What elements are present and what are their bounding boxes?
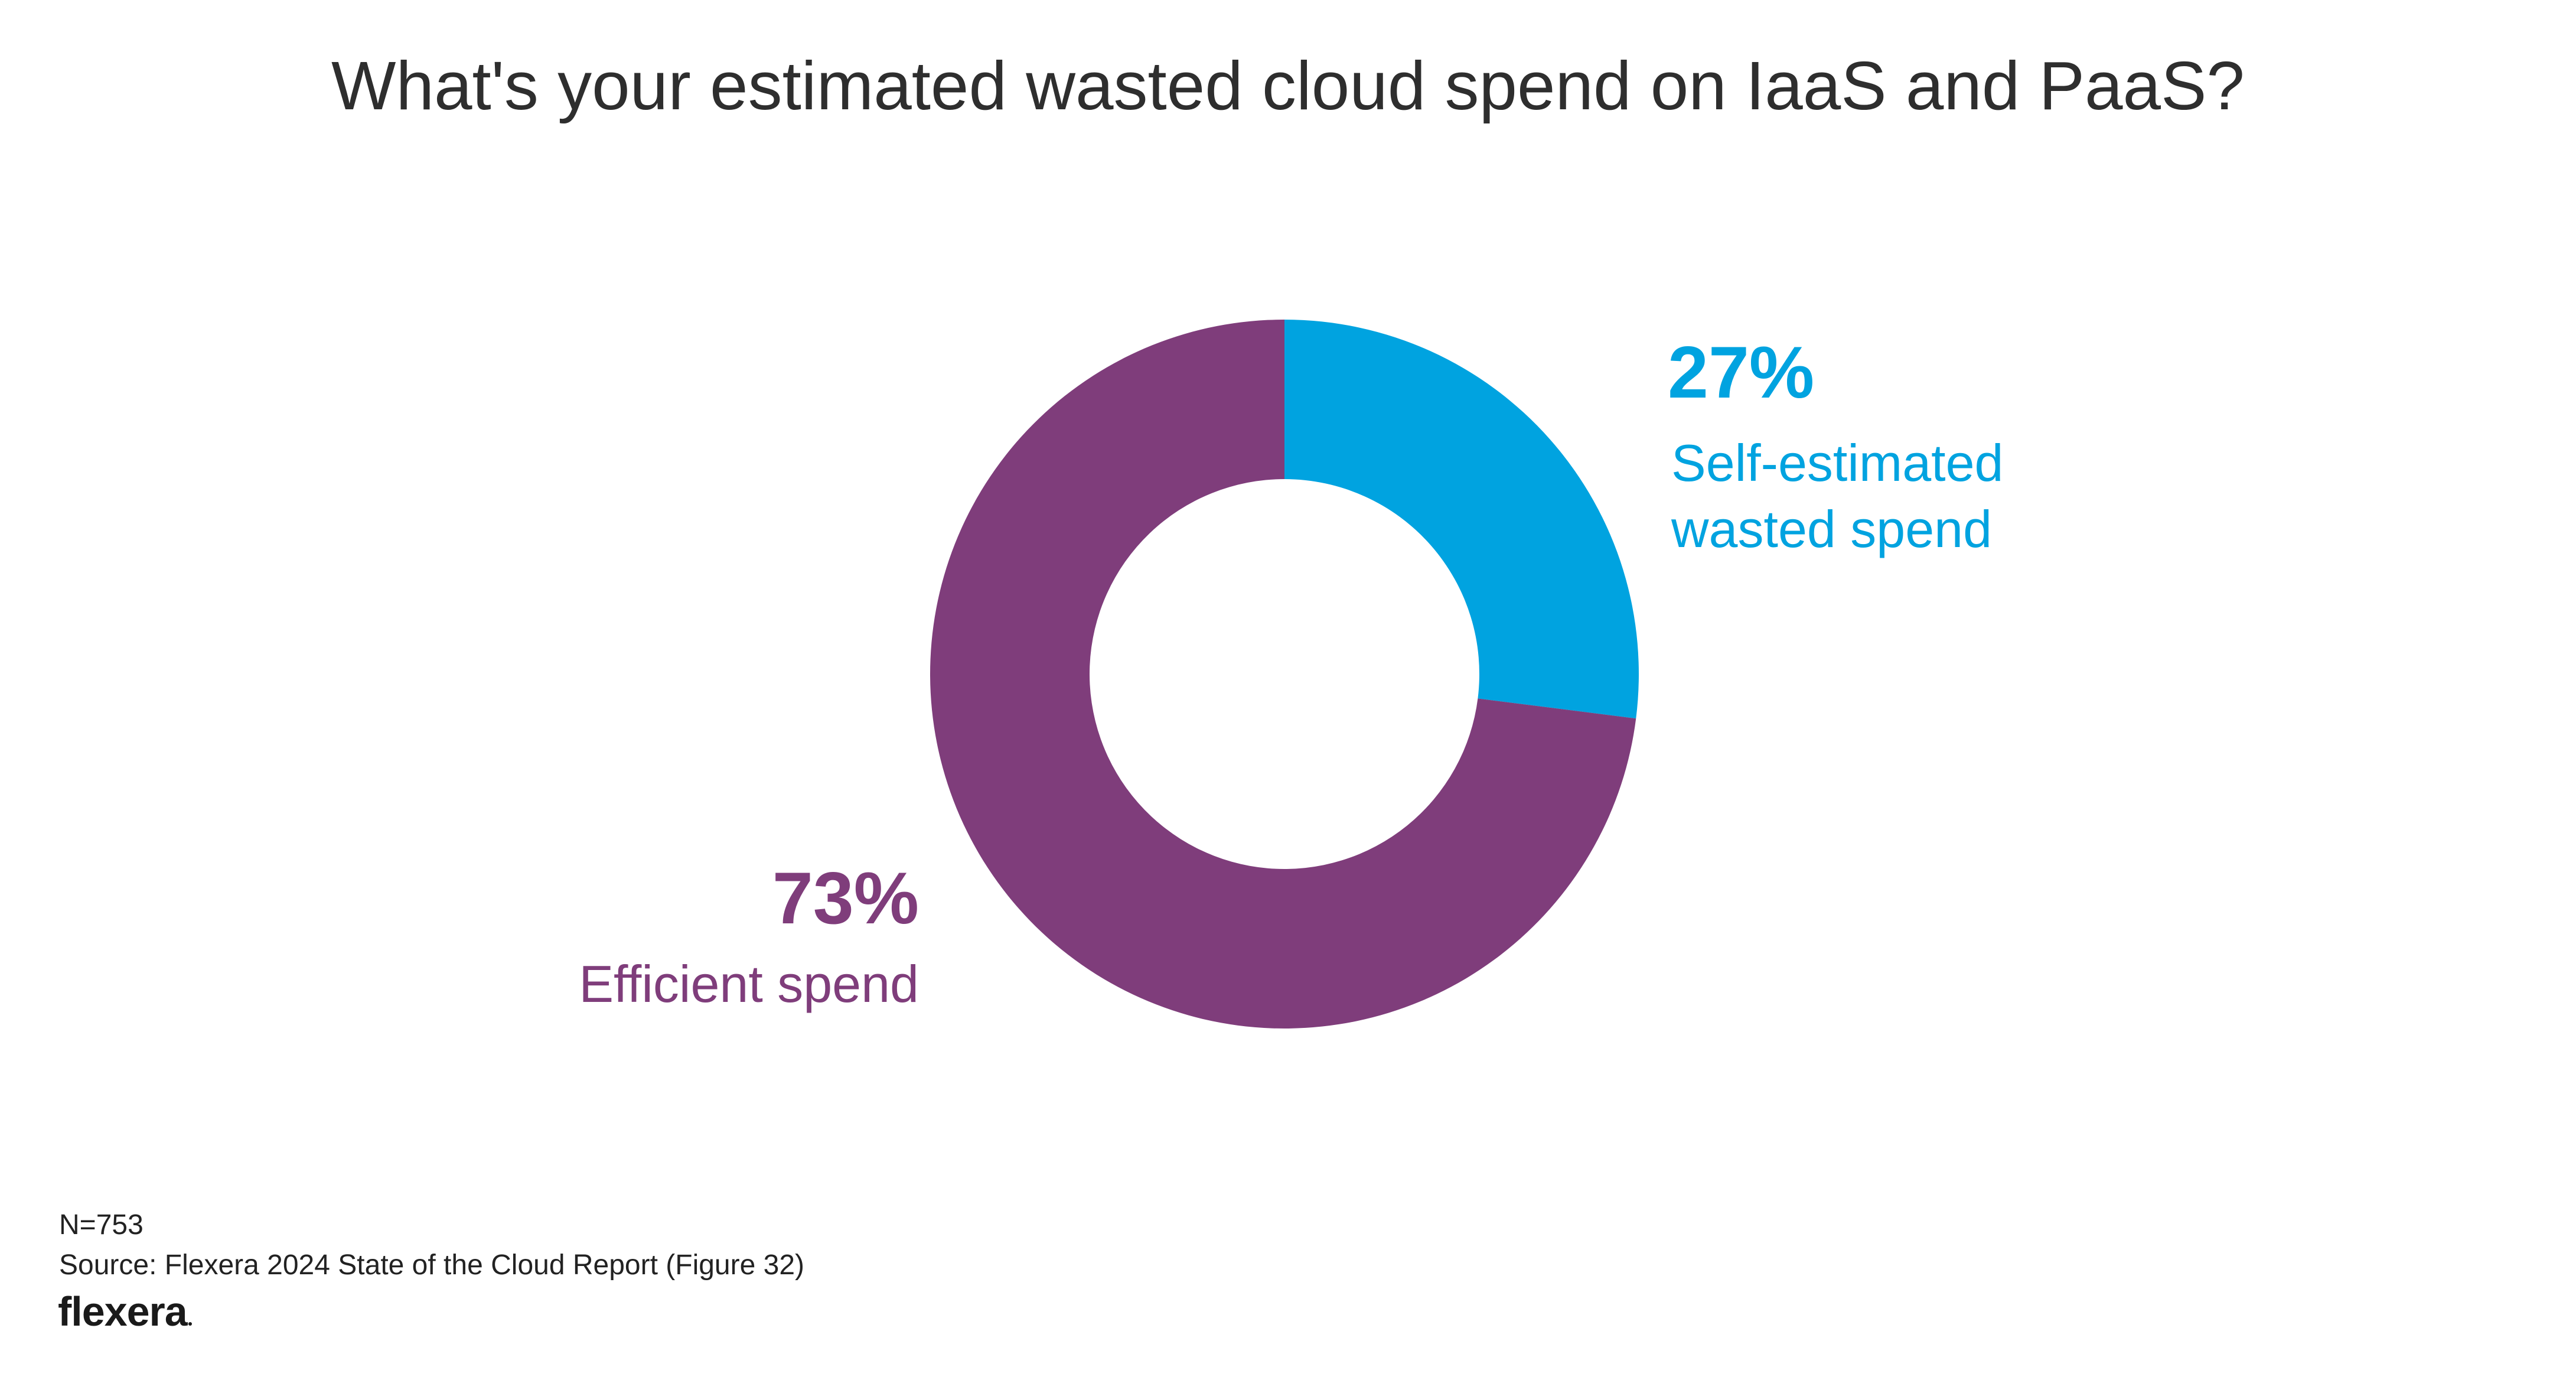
logo-text: flexera — [58, 1288, 188, 1335]
wasted-category-label: Self-estimated wasted spend — [1671, 430, 2003, 562]
donut-slice-wasted — [1284, 320, 1639, 719]
wasted-label-line-1: Self-estimated — [1671, 434, 2004, 492]
wasted-label-line-2: wasted spend — [1671, 500, 1993, 558]
efficient-category-label: Efficient spend — [579, 955, 919, 1013]
source-note: Source: Flexera 2024 State of the Cloud … — [59, 1249, 805, 1281]
wasted-percent-label: 27% — [1668, 332, 1815, 414]
chart-title: What's your estimated wasted cloud spend… — [331, 47, 2245, 124]
sample-size-note: N=753 — [59, 1209, 144, 1241]
logo-dot — [188, 1322, 192, 1326]
efficient-percent-label: 73% — [772, 858, 919, 939]
flexera-logo: flexera — [58, 1288, 192, 1335]
donut-slice-efficient — [930, 320, 1636, 1029]
